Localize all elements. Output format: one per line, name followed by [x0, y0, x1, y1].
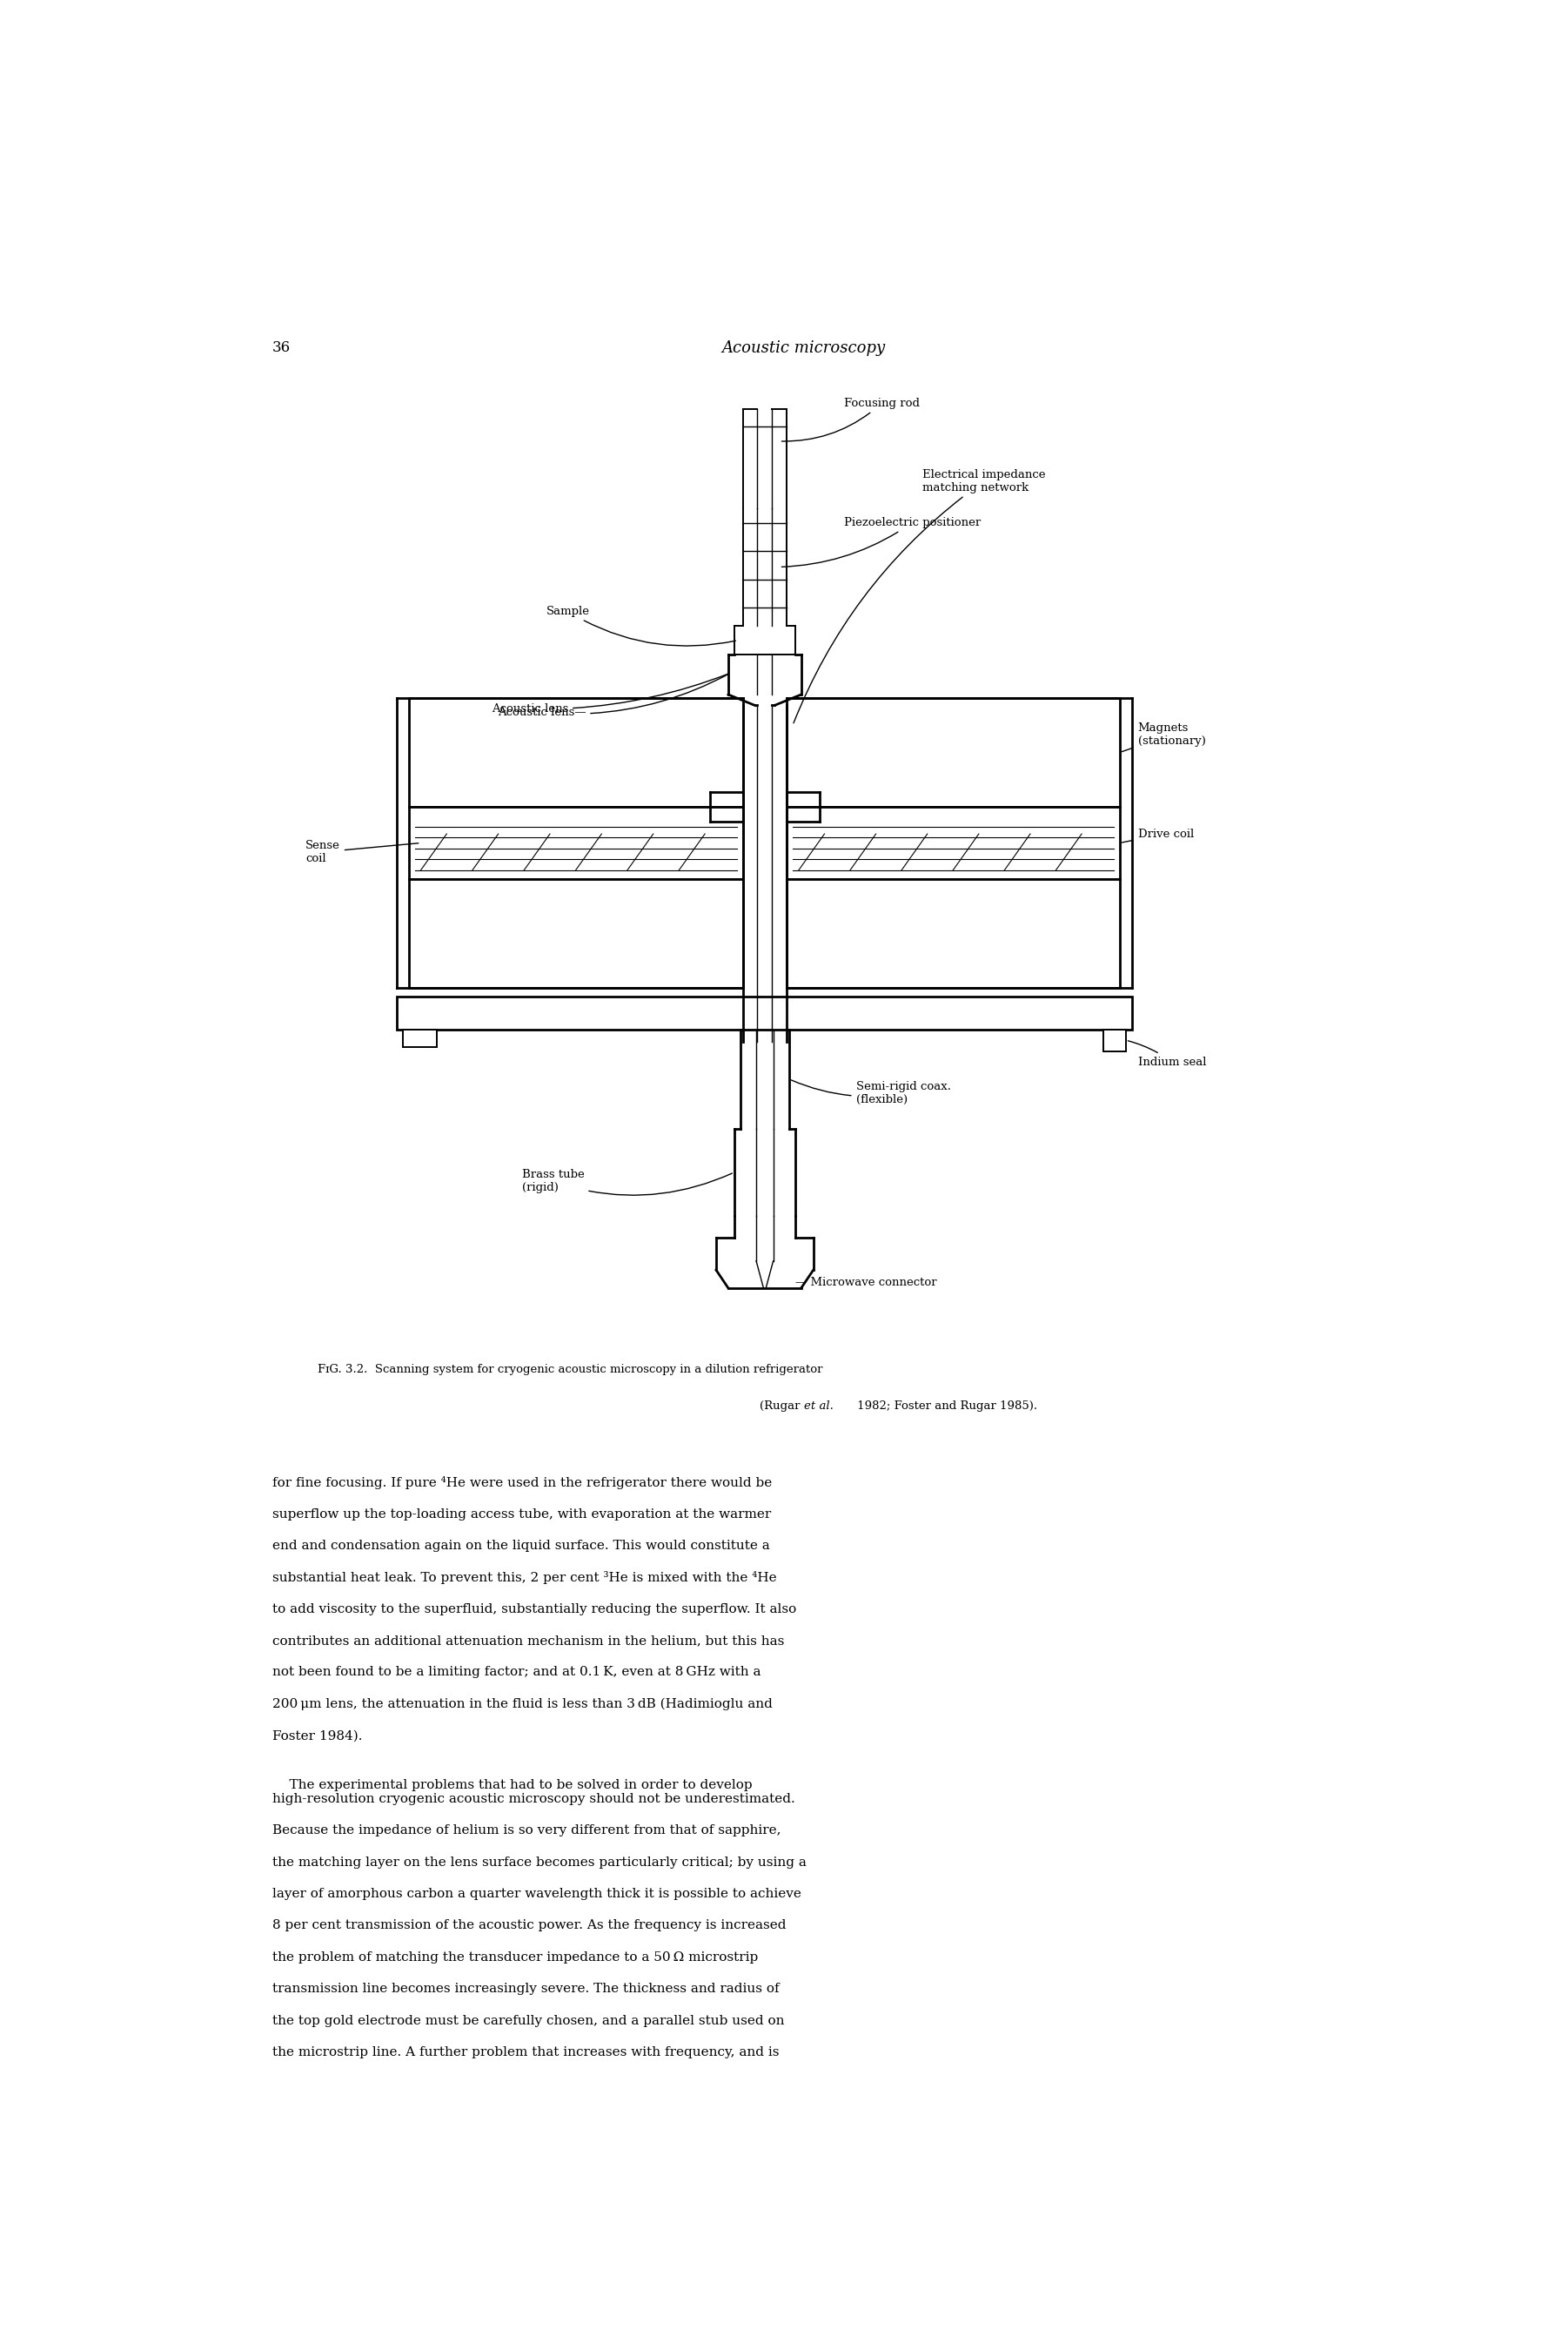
Bar: [397, 996, 1132, 1029]
Text: 1982; Foster and Rugar 1985).: 1982; Foster and Rugar 1985).: [853, 1401, 1036, 1412]
Text: contributes an additional attenuation mechanism in the helium, but this has: contributes an additional attenuation me…: [273, 1636, 784, 1647]
Text: Acoustic microscopy: Acoustic microscopy: [721, 341, 886, 355]
Text: the microstrip line. A further problem that increases with frequency, and is: the microstrip line. A further problem t…: [273, 2047, 779, 2059]
Text: Brass tube
(rigid): Brass tube (rigid): [522, 1170, 732, 1196]
Text: The experimental problems that had to be solved in order to develop: The experimental problems that had to be…: [273, 1779, 753, 1791]
Text: high-resolution cryogenic acoustic microscopy should not be underestimated.: high-resolution cryogenic acoustic micro…: [273, 1793, 795, 1805]
Text: — Microwave connector: — Microwave connector: [795, 1276, 936, 1288]
Text: (Rugar: (Rugar: [759, 1401, 803, 1412]
Text: Foster 1984).: Foster 1984).: [273, 1730, 362, 1741]
Text: for fine focusing. If pure ⁴He were used in the refrigerator there would be: for fine focusing. If pure ⁴He were used…: [273, 1476, 771, 1490]
Text: Sample: Sample: [546, 606, 735, 646]
Bar: [797, 893, 1110, 973]
Text: the matching layer on the lens surface becomes particularly critical; by using a: the matching layer on the lens surface b…: [273, 1856, 806, 1868]
Bar: [419, 893, 734, 973]
Bar: [409, 806, 743, 879]
Bar: [787, 806, 1120, 879]
Text: Semi-rigid coax.
(flexible): Semi-rigid coax. (flexible): [792, 1081, 950, 1107]
Text: Acoustic lens—: Acoustic lens—: [497, 674, 729, 719]
Bar: [1104, 1029, 1126, 1050]
Text: substantial heat leak. To prevent this, 2 per cent ³He is mixed with the ⁴He: substantial heat leak. To prevent this, …: [273, 1572, 776, 1584]
Text: Drive coil: Drive coil: [1123, 827, 1193, 844]
Text: to add viscosity to the superfluid, substantially reducing the superflow. It als: to add viscosity to the superfluid, subs…: [273, 1603, 797, 1614]
Text: Piezoelectric positioner: Piezoelectric positioner: [782, 517, 980, 566]
Text: layer of amorphous carbon a quarter wavelength thick it is possible to achieve: layer of amorphous carbon a quarter wave…: [273, 1887, 801, 1901]
Bar: [419, 712, 734, 792]
Text: end and condensation again on the liquid surface. This would constitute a: end and condensation again on the liquid…: [273, 1539, 770, 1551]
Text: Acoustic lens: Acoustic lens: [491, 674, 729, 714]
Bar: [409, 879, 743, 987]
Text: superflow up the top-loading access tube, with evaporation at the warmer: superflow up the top-loading access tube…: [273, 1509, 771, 1520]
Text: FɪG. 3.2.  Scanning system for cryogenic acoustic microscopy in a dilution refri: FɪG. 3.2. Scanning system for cryogenic …: [317, 1363, 823, 1375]
Text: the top gold electrode must be carefully chosen, and a parallel stub used on: the top gold electrode must be carefully…: [273, 2014, 784, 2026]
Bar: [403, 1029, 436, 1048]
Bar: [797, 712, 1110, 792]
Text: Indium seal: Indium seal: [1127, 1041, 1206, 1067]
Text: Sense
coil: Sense coil: [306, 839, 419, 865]
Text: 36: 36: [273, 341, 292, 355]
Text: transmission line becomes increasingly severe. The thickness and radius of: transmission line becomes increasingly s…: [273, 1983, 779, 1995]
Text: not been found to be a limiting factor; and at 0.1 K, even at 8 GHz with a: not been found to be a limiting factor; …: [273, 1666, 760, 1678]
Text: et al.: et al.: [803, 1401, 833, 1412]
Text: the problem of matching the transducer impedance to a 50 Ω microstrip: the problem of matching the transducer i…: [273, 1950, 759, 1965]
Text: 8 per cent transmission of the acoustic power. As the frequency is increased: 8 per cent transmission of the acoustic …: [273, 1920, 787, 1932]
Text: Magnets
(stationary): Magnets (stationary): [1121, 721, 1206, 752]
Bar: [787, 698, 1120, 806]
Bar: [409, 698, 743, 806]
Text: Electrical impedance
matching network: Electrical impedance matching network: [793, 470, 1046, 724]
Text: Because the impedance of helium is so very different from that of sapphire,: Because the impedance of helium is so ve…: [273, 1824, 781, 1838]
Text: 200 μm lens, the attenuation in the fluid is less than 3 dB (Hadimioglu and: 200 μm lens, the attenuation in the flui…: [273, 1699, 773, 1711]
Bar: [787, 879, 1120, 987]
Text: Focusing rod: Focusing rod: [782, 397, 919, 442]
